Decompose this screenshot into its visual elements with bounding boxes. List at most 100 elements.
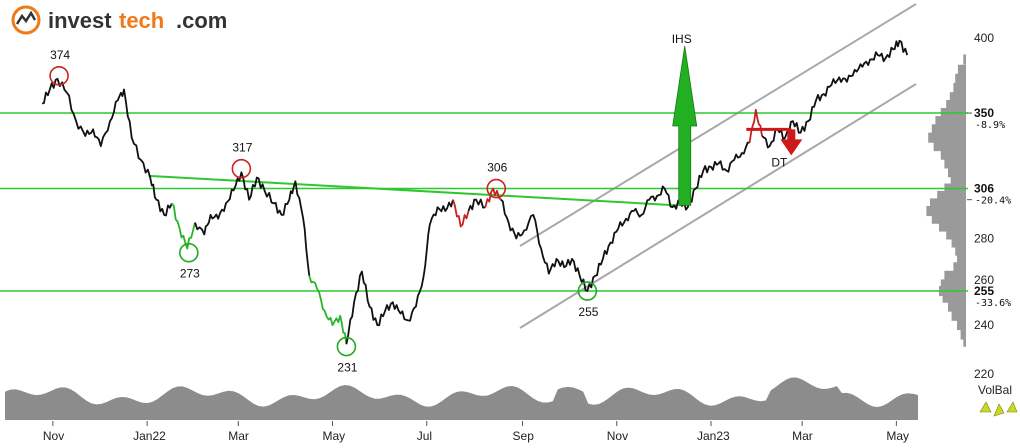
pattern-label: IHS: [672, 32, 692, 46]
y-tick-label: 240: [974, 318, 994, 332]
y-tick-label: 220: [974, 367, 994, 381]
level-pct-label: -8.9%: [975, 120, 1005, 131]
logo-text-b: tech: [119, 8, 164, 33]
price-line-segment: [41, 77, 173, 217]
level-pct-label: -33.6%: [975, 298, 1011, 309]
histogram-bar: [944, 158, 966, 169]
histogram-bar: [957, 64, 966, 75]
price-series: [41, 39, 909, 345]
logo-text-c: .com: [176, 8, 227, 33]
volbal-label: VolBal: [978, 383, 1012, 397]
histogram-bar: [950, 174, 966, 185]
x-tick-label: Sep: [513, 429, 535, 443]
ihs-up-arrow-icon: [672, 45, 698, 206]
price-line-segment: [345, 199, 454, 345]
logo-zigzag-icon: [15, 10, 37, 25]
histogram-bar: [960, 329, 966, 340]
extreme-value-label: 273: [180, 267, 200, 281]
x-tick-label: Mar: [228, 429, 249, 443]
volbal-indicator: VolBal: [978, 383, 1018, 417]
histogram-bar: [937, 190, 966, 201]
x-axis: Nov Jan22 Mar May Jul Sep Nov Jan23 Mar May: [43, 421, 909, 443]
logo: invest tech .com: [11, 5, 227, 35]
histogram-bar: [940, 279, 966, 290]
volbal-arrows-icon: [979, 401, 1018, 417]
y-tick-label: 400: [974, 31, 994, 45]
peak-circle: [486, 178, 507, 199]
histogram-bar: [940, 149, 966, 160]
histogram-bar: [957, 320, 966, 331]
x-tick-label: May: [886, 429, 909, 443]
y-tick-label: 260: [974, 273, 994, 287]
y-tick-label: 280: [974, 231, 994, 245]
peak-circle: [49, 65, 69, 86]
price-line-segment: [452, 199, 470, 228]
channel-lower: [519, 83, 917, 329]
price-line-segment: [484, 187, 502, 208]
price-line-segment: [761, 39, 909, 149]
x-tick-label: Nov: [43, 429, 64, 443]
extreme-value-label: 231: [337, 361, 357, 375]
histogram-bar: [951, 237, 966, 248]
histogram-bar: [946, 229, 966, 240]
trough-circle: [336, 336, 357, 357]
annotations: 374 317 273 306 231 255: [49, 48, 599, 375]
y-axis: 220 240 260 280 400: [967, 31, 994, 381]
level-value-label: 350: [974, 106, 994, 120]
level-pct-label: -20.4%: [975, 196, 1011, 207]
trough-circle: [179, 242, 199, 263]
price-line-segment: [308, 275, 348, 345]
histogram-bar: [957, 253, 966, 264]
x-tick-label: Jan23: [697, 429, 730, 443]
histogram-bar: [963, 54, 966, 65]
histogram-bar: [948, 167, 966, 178]
volume-profile-histogram: [926, 54, 966, 347]
x-tick-label: May: [323, 429, 346, 443]
trend-channel: [519, 3, 917, 329]
extreme-value-label: 255: [578, 305, 598, 319]
histogram-bar: [933, 141, 966, 152]
level-value-label: 255: [974, 284, 994, 298]
extreme-value-label: 317: [232, 141, 252, 155]
histogram-bar: [926, 206, 966, 217]
x-tick-label: Jan22: [133, 429, 166, 443]
histogram-bar: [946, 100, 966, 111]
histogram-bar: [931, 213, 966, 224]
extreme-value-label: 374: [50, 48, 70, 62]
histogram-bar: [951, 310, 966, 321]
histogram-bar: [955, 245, 966, 256]
extreme-value-label: 306: [487, 161, 507, 175]
logo-text-a: invest: [48, 8, 112, 33]
histogram-bar: [939, 221, 966, 232]
histogram-bar: [949, 92, 966, 103]
histogram-bar: [930, 198, 966, 209]
price-line-segment: [500, 141, 750, 292]
support-resistance-levels: 350-8.9%306-20.4%255-33.6%: [0, 106, 1011, 309]
price-line-segment: [467, 198, 486, 212]
level-value-label: 306: [974, 182, 994, 196]
price-line-segment: [171, 202, 196, 250]
logo-ring-icon: [11, 5, 41, 35]
histogram-bar: [953, 262, 966, 273]
histogram-bar: [931, 124, 966, 135]
pattern-label: DT: [771, 155, 788, 169]
x-tick-label: Jul: [417, 429, 432, 443]
histogram-bar: [963, 336, 966, 347]
histogram-bar: [928, 132, 966, 143]
price-line-segment: [194, 171, 311, 276]
peak-circle: [231, 158, 252, 179]
trough-circle: [577, 281, 598, 301]
price-line-segment: [748, 108, 763, 143]
channel-upper: [519, 3, 917, 247]
volume-area: [5, 377, 918, 420]
x-tick-label: Mar: [792, 429, 813, 443]
pattern-arrows: IHS DT: [672, 32, 803, 206]
dt-down-arrow-icon: [780, 129, 803, 156]
histogram-bar: [955, 73, 966, 84]
histogram-bar: [942, 292, 966, 303]
histogram-bar: [944, 270, 966, 281]
histogram-bar: [953, 82, 966, 93]
x-tick-label: Nov: [607, 429, 628, 443]
histogram-bar: [948, 301, 966, 312]
